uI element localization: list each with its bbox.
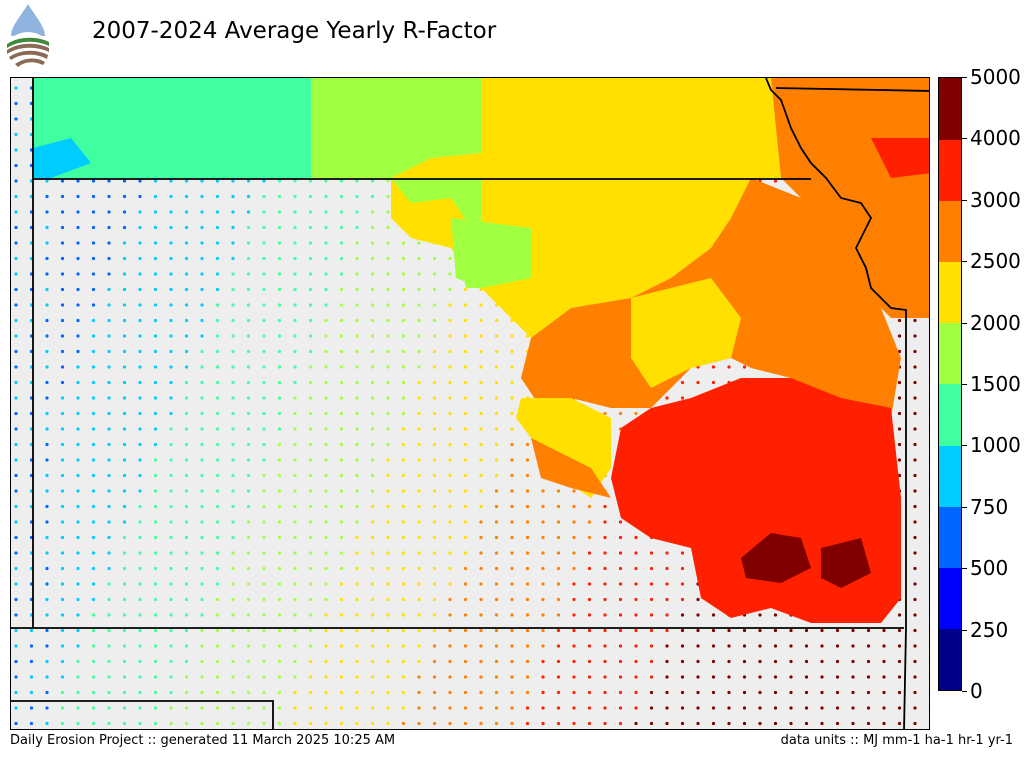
colorbar-tick [962,77,967,78]
colorbar-tick [962,629,967,631]
daily-erosion-project-logo-icon [3,2,53,70]
colorbar-tick [962,506,967,508]
state-boundaries [11,78,929,729]
colorbar-segment [939,78,961,140]
colorbar-tick-label: 1500 [970,372,1021,396]
colorbar-segment [939,384,961,446]
footer-credit: Daily Erosion Project :: generated 11 Ma… [10,733,396,748]
raster-layer [33,78,929,623]
colorbar-segment [939,567,961,630]
colorbar-tick-label: 4000 [970,126,1021,151]
colorbar-tick [962,568,967,570]
colorbar-tick-label: 1000 [970,433,1021,458]
colorbar-tick-label: 500 [970,556,1009,581]
colorbar-segment [939,139,961,201]
map-title: 2007-2024 Average Yearly R-Factor [92,18,497,44]
colorbar-tick-label: 3000 [970,187,1021,212]
colorbar-tick-label: 5000 [970,65,1021,89]
colorbar-tick [962,384,967,385]
colorbar-tick-label: 750 [970,494,1009,519]
colorbar-tick [962,691,967,692]
r-factor-map [10,77,930,730]
colorbar-tick-label: 2500 [970,249,1021,274]
colorbar-tick [962,199,967,201]
colorbar-tick-label: 250 [970,617,1009,642]
colorbar-segment [939,506,961,569]
colorbar-tick [962,261,967,263]
colorbar-tick-label: 0 [970,679,983,703]
colorbar-tick [962,445,967,447]
colorbar [938,77,962,691]
colorbar-segment [939,200,961,263]
colorbar-segment [939,322,961,385]
colorbar-segment [939,261,961,324]
colorbar-tick [962,138,967,140]
colorbar-tick-label: 2000 [970,310,1021,335]
footer-units: data units :: MJ mm-1 ha-1 hr-1 yr-1 [780,733,1013,748]
colorbar-segment [939,445,961,507]
colorbar-segment [939,628,961,691]
colorbar-tick [962,322,967,324]
